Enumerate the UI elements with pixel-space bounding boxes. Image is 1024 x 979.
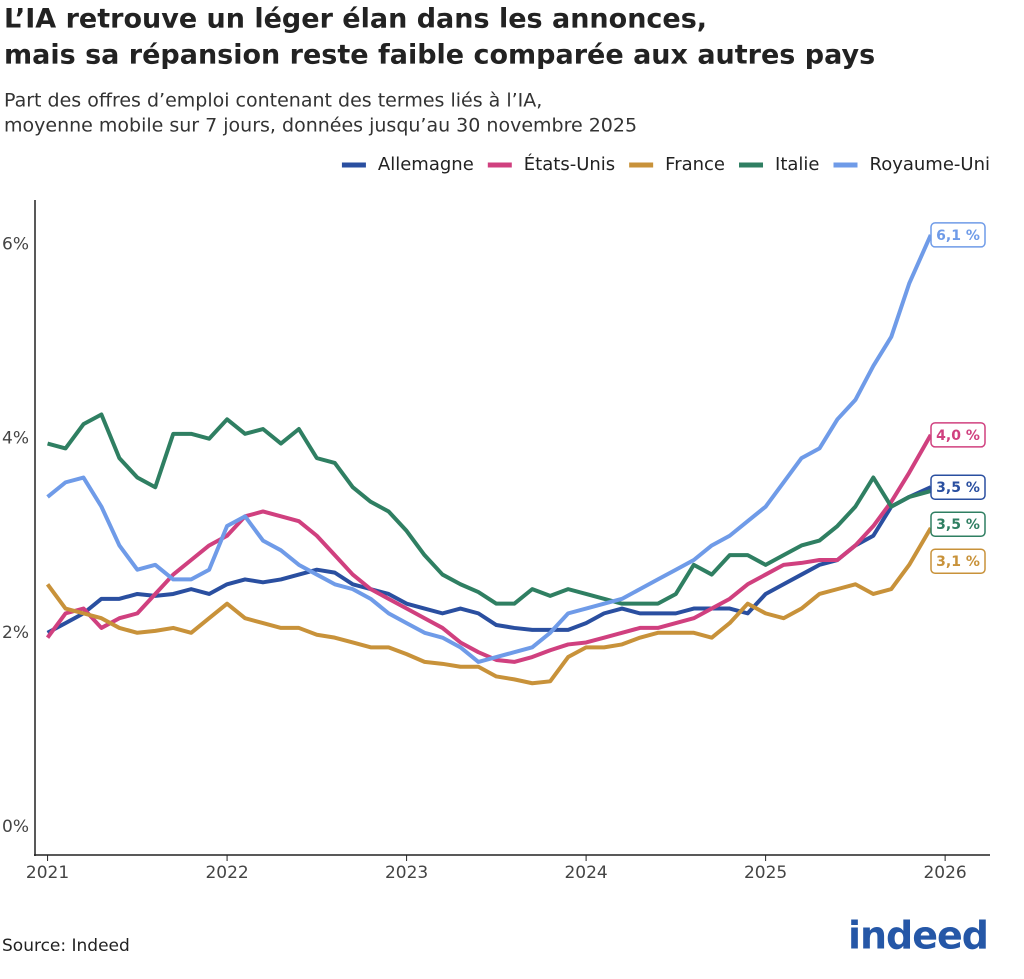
legend: Royaume-Uni Italie France États-Unis Allemag… (341, 153, 991, 175)
series-line (45, 526, 933, 686)
end-label-text: 6,1 % (936, 228, 980, 244)
x-tick-label: 2026 (923, 863, 966, 883)
chart-subtitle: Part des offres d’emploi contenant des t… (4, 90, 542, 112)
x-tick-label: 2021 (26, 863, 69, 883)
source: Source: Indeed (2, 936, 130, 956)
series-line (46, 485, 932, 635)
end-label-box (930, 222, 986, 248)
chart-title: mais sa répansion reste faible comparée … (4, 40, 875, 71)
x-tick-label: 2022 (205, 863, 248, 883)
legend-label: Allemagne (378, 154, 474, 175)
end-label: 3,5 % (930, 511, 986, 537)
end-label-box (930, 511, 986, 537)
end-label-text: 3,5 % (936, 517, 980, 533)
x-tick-label: 2023 (385, 863, 428, 883)
y-tick-label: 4% (2, 429, 29, 449)
chart-subtitle: moyenne mobile sur 7 jours, données jusq… (4, 115, 637, 137)
legend-label: États-Unis (524, 153, 615, 175)
end-label-box (930, 474, 986, 500)
end-label-text: 4,0 % (936, 428, 980, 444)
end-label-text: 3,1 % (936, 554, 980, 570)
series-line (47, 412, 932, 606)
y-tick-label: 6% (2, 235, 29, 255)
end-label-box (930, 422, 986, 448)
x-tick-label: 2025 (744, 863, 787, 883)
end-label: 3,5 % (930, 474, 986, 500)
legend-label: Royaume-Uni (870, 154, 991, 175)
end-label-box (930, 548, 986, 574)
end-label: 3,1 % (930, 548, 986, 574)
y-tick-label: 2% (2, 623, 29, 643)
logo: indeed (848, 914, 988, 958)
legend-label: Italie (775, 154, 819, 175)
chart-title: L’IA retrouve un léger élan dans les ann… (4, 4, 707, 35)
y-tick-label: 0% (2, 817, 29, 837)
x-tick-label: 2024 (564, 863, 607, 883)
legend-label: France (665, 154, 725, 175)
series-line (45, 433, 933, 664)
series-line (46, 234, 933, 664)
end-label: 6,1 % (930, 222, 986, 248)
end-label: 4,0 % (930, 422, 986, 448)
end-label-text: 3,5 % (936, 480, 980, 496)
